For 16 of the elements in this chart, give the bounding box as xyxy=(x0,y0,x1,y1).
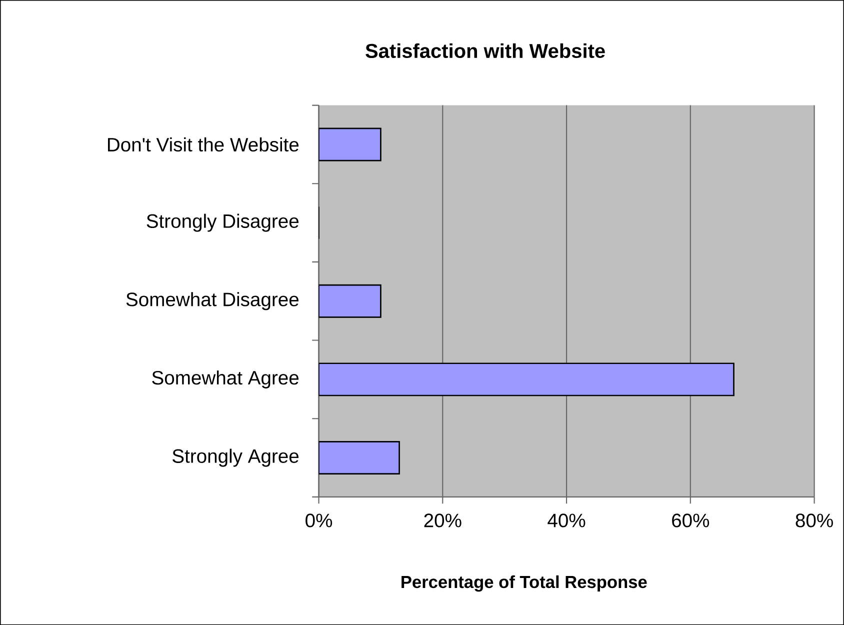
x-tick-label: 20% xyxy=(424,514,462,528)
x-tick-label: 80% xyxy=(796,514,833,528)
bar xyxy=(318,128,382,162)
bar xyxy=(318,284,382,318)
bar xyxy=(318,362,734,396)
x-tick-label: 0% xyxy=(306,514,332,528)
y-tick-label: Somewhat Agree xyxy=(152,370,299,388)
x-tick-label: 40% xyxy=(548,514,586,528)
y-tick-label: Don't Visit the Website xyxy=(108,137,299,152)
bar xyxy=(318,440,400,474)
y-tick-label: Strongly Disagree xyxy=(146,214,299,232)
y-tick-label: Somewhat Disagree xyxy=(126,292,299,310)
x-tick-label: 60% xyxy=(672,514,710,528)
chart-title: Satisfaction with Website xyxy=(366,43,605,58)
y-tick-label: Strongly Agree xyxy=(172,448,299,467)
x-axis-title: Percentage of Total Response xyxy=(402,575,647,592)
